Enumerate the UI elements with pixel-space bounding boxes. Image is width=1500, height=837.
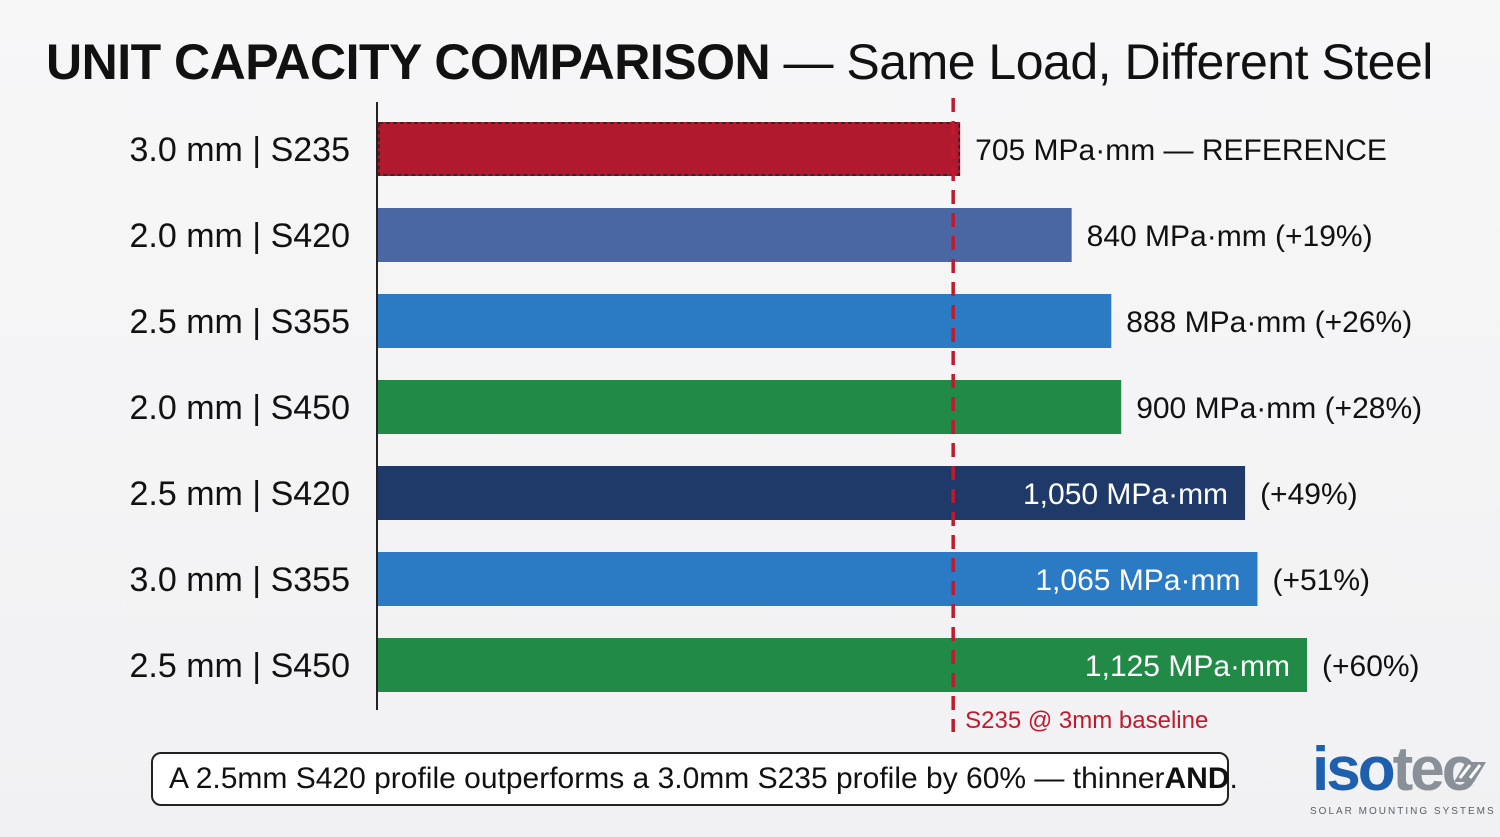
value-label-1: 705 MPa·mm — REFERENCE <box>975 134 1387 167</box>
bar-3 <box>378 294 1112 348</box>
bar-4 <box>378 380 1122 434</box>
chart-title-rest: — Same Load, Different Steel <box>770 34 1434 90</box>
callout-text: A 2.5mm S420 profile outperforms a 3.0mm… <box>169 762 1165 795</box>
isotec-logo: isotec SOLAR MOUNTING SYSTEMS <box>1308 735 1494 826</box>
category-label-2: 2.0 mm | S420 <box>130 217 351 255</box>
logo-iso: iso <box>1312 735 1396 804</box>
category-label-4: 2.0 mm | S450 <box>130 389 351 427</box>
chart-title: UNIT CAPACITY COMPARISON — Same Load, Di… <box>46 32 1433 92</box>
logo-wordmark: isotec <box>1312 735 1476 804</box>
value-label-2: 840 MPa·mm (+19%) <box>1087 220 1373 253</box>
bar-6 <box>378 552 1258 606</box>
reference-line-label: S235 @ 3mm baseline <box>965 707 1208 734</box>
bar-7 <box>378 638 1307 692</box>
pct-label-6: (+51%) <box>1272 564 1370 597</box>
category-label-3: 2.5 mm | S355 <box>130 303 351 341</box>
value-label-3: 888 MPa·mm (+26%) <box>1126 306 1412 339</box>
callout-bold: AND <box>1164 762 1230 795</box>
value-label-7: 1,125 MPa·mm <box>1085 650 1290 683</box>
bar-1 <box>378 122 961 176</box>
chart-title-bold: UNIT CAPACITY COMPARISON <box>46 34 771 90</box>
category-label-1: 3.0 mm | S235 <box>130 131 351 169</box>
reference-bar-outline <box>378 122 960 176</box>
value-label-5: 1,050 MPa·mm <box>1023 478 1228 511</box>
pct-label-7: (+60%) <box>1322 650 1420 683</box>
pct-label-5: (+49%) <box>1260 478 1358 511</box>
category-label-6: 3.0 mm | S355 <box>130 561 351 599</box>
category-label-7: 2.5 mm | S450 <box>130 647 351 685</box>
logo-mark-icon <box>1454 762 1486 782</box>
bar-2 <box>378 208 1072 262</box>
callout-box: A 2.5mm S420 profile outperforms a 3.0mm… <box>151 752 1238 806</box>
category-label-5: 2.5 mm | S420 <box>130 475 351 513</box>
logo-tagline: SOLAR MOUNTING SYSTEMS <box>1310 806 1496 817</box>
callout-end: . <box>1229 762 1238 795</box>
value-label-6: 1,065 MPa·mm <box>1035 564 1240 597</box>
bar-5 <box>378 466 1246 520</box>
value-label-4: 900 MPa·mm (+28%) <box>1136 392 1422 425</box>
